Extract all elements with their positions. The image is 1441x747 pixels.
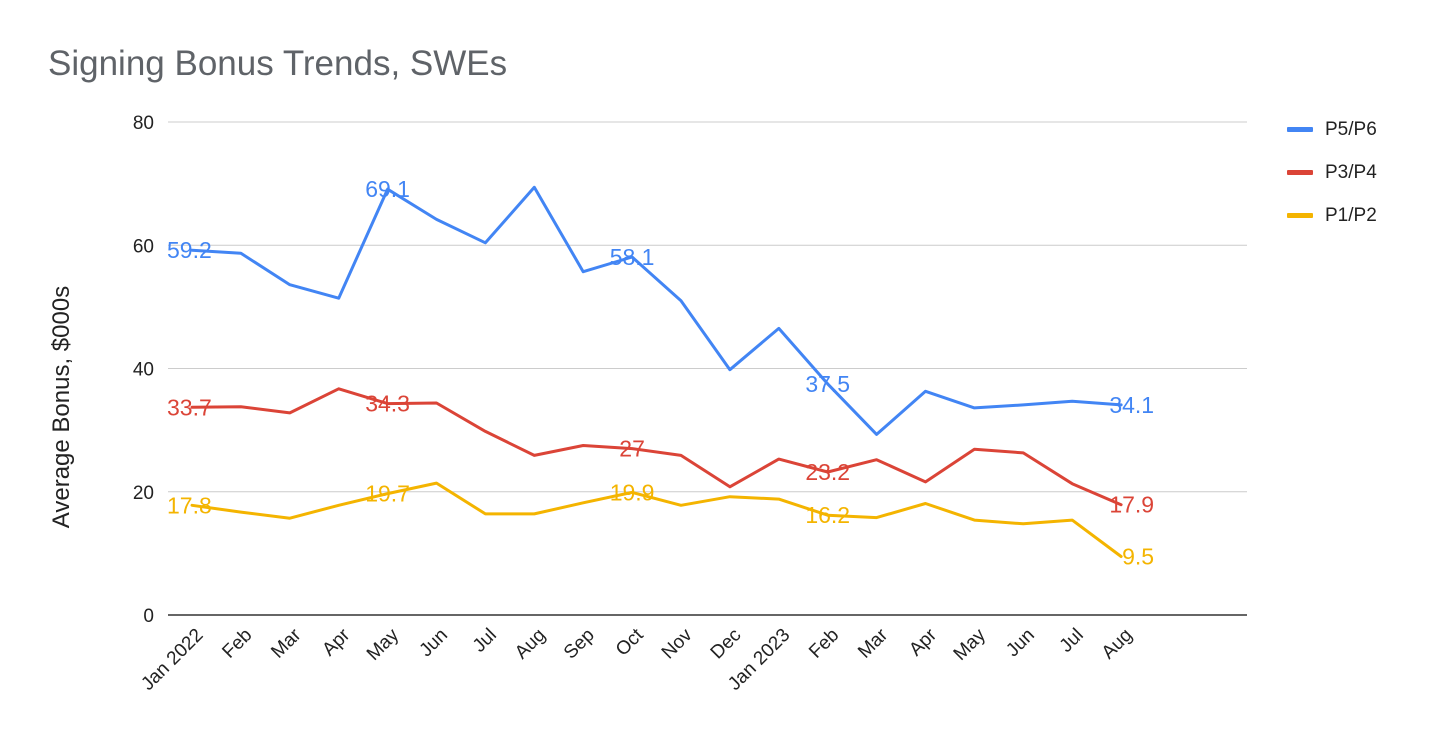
data-label: 33.7: [167, 394, 212, 420]
x-tick-label: Jul: [1056, 625, 1088, 657]
data-label: 16.2: [805, 502, 850, 528]
x-tick-label: May: [363, 624, 404, 665]
legend-label-p1-p2: P1/P2: [1325, 204, 1377, 226]
data-label: 59.2: [167, 237, 212, 263]
data-label: 34.3: [365, 391, 410, 417]
series-line-p3-p4: [190, 387, 1123, 507]
data-label: 17.8: [167, 492, 212, 518]
legend-item-p5-p6[interactable]: P5/P6: [1287, 108, 1377, 151]
x-tick-label: Dec: [707, 625, 746, 664]
x-tick-label: Jul: [469, 625, 501, 657]
x-tick-label: Mar: [854, 624, 892, 662]
data-label: 37.5: [805, 371, 850, 397]
legend-label-p5-p6: P5/P6: [1325, 118, 1377, 140]
legend-item-p1-p2[interactable]: P1/P2: [1287, 194, 1377, 237]
data-label: 34.1: [1109, 392, 1154, 418]
data-label: 17.9: [1109, 492, 1154, 518]
y-tick-label-0: 0: [143, 606, 154, 627]
x-tick-label: May: [950, 624, 991, 665]
data-label: 69.1: [365, 176, 410, 202]
y-tick-label-60: 60: [133, 236, 154, 257]
legend-item-p3-p4[interactable]: P3/P4: [1287, 151, 1377, 194]
legend: P5/P6 P3/P4 P1/P2: [1287, 108, 1377, 237]
legend-swatch-p3-p4: [1287, 170, 1313, 175]
legend-swatch-p1-p2: [1287, 213, 1313, 218]
series-line-p1-p2: [190, 481, 1123, 558]
x-tick-label: Oct: [612, 624, 648, 660]
chart-title: Signing Bonus Trends, SWEs: [48, 44, 508, 83]
x-tick-label: Nov: [658, 624, 697, 663]
data-label: 19.9: [610, 479, 655, 505]
x-tick-label: Aug: [1098, 625, 1137, 664]
x-tick-label: Jan 2022: [137, 625, 207, 695]
legend-label-p3-p4: P3/P4: [1325, 161, 1377, 183]
x-tick-label: Apr: [318, 624, 354, 660]
x-tick-label: Jun: [1002, 625, 1039, 662]
y-tick-label-40: 40: [133, 360, 154, 381]
x-tick-label: Jun: [416, 625, 453, 662]
legend-swatch-p5-p6: [1287, 127, 1313, 132]
data-label: 58.1: [610, 244, 655, 270]
series-line-p5-p6: [190, 185, 1123, 436]
x-tick-label: Feb: [218, 625, 256, 663]
data-label: 9.5: [1122, 543, 1154, 569]
y-tick-label-20: 20: [133, 483, 154, 504]
data-label: 19.7: [365, 481, 410, 507]
data-label: 23.2: [805, 459, 850, 485]
x-tick-label: Feb: [805, 625, 843, 663]
y-tick-label-80: 80: [133, 113, 154, 134]
x-tick-label: Apr: [905, 624, 941, 660]
x-tick-label: Mar: [267, 624, 305, 662]
x-tick-label: Sep: [560, 625, 599, 664]
data-label: 27: [619, 436, 645, 462]
x-tick-label: Aug: [511, 625, 550, 664]
